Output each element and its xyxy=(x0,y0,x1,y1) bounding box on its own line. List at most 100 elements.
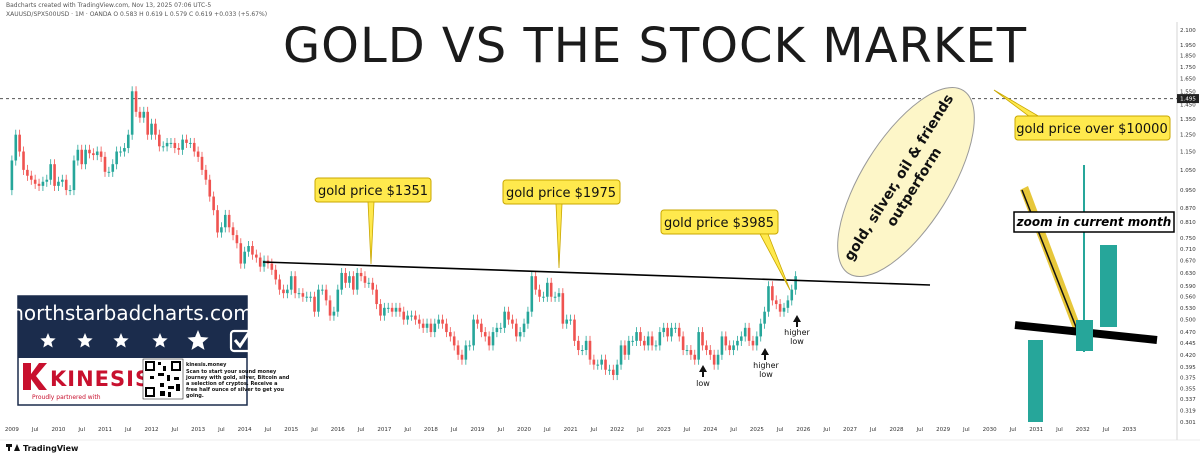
x-tick-label: 2023 xyxy=(657,427,671,433)
candle-up xyxy=(732,345,735,351)
candle-down xyxy=(712,354,716,365)
candle-down xyxy=(18,134,21,152)
candle-up xyxy=(790,289,794,301)
callout-pointer xyxy=(759,233,791,291)
candle-up xyxy=(716,354,720,365)
y-tick-label: 1.250 xyxy=(1180,133,1196,139)
checkbox-icon xyxy=(229,329,253,353)
higher-low-annotation-2: higher low xyxy=(784,315,811,346)
candle-down xyxy=(53,164,56,186)
candle-down xyxy=(22,151,25,170)
x-tick-label: 2030 xyxy=(983,427,997,433)
brand-banner xyxy=(18,296,247,358)
candle-down xyxy=(216,210,219,233)
candle-down xyxy=(708,350,712,355)
candle-down xyxy=(774,300,778,305)
candle-up xyxy=(406,315,409,320)
candle-up xyxy=(495,327,499,333)
candle-up xyxy=(542,296,545,298)
candle-up xyxy=(697,332,700,360)
candle-down xyxy=(611,369,615,375)
x-tick-label: 2010 xyxy=(51,427,65,433)
candle-up xyxy=(247,246,250,252)
callout-gold-1351: gold price $1351 xyxy=(314,177,432,265)
callout-gold-1975: gold price $1975 xyxy=(502,179,621,269)
candle-up xyxy=(45,179,49,182)
candle-up xyxy=(759,323,763,337)
candle-down xyxy=(29,175,33,180)
candle-down xyxy=(235,235,239,244)
candle-up xyxy=(410,315,413,317)
candle-up xyxy=(49,164,52,180)
candle-up xyxy=(243,251,246,264)
x-tick-label: 2012 xyxy=(145,427,159,433)
kinesis-desc-2: journey with gold, silver, Bitcoin and xyxy=(185,375,290,381)
x-tick-label: Jul xyxy=(496,427,504,433)
x-tick-label: Jul xyxy=(124,427,132,433)
candle-down xyxy=(363,276,367,283)
candle-up xyxy=(526,311,530,324)
candle-down xyxy=(666,327,669,337)
x-tick-label: Jul xyxy=(683,427,691,433)
brand-box: northstarbadcharts.com KINESIS Proudly p… xyxy=(11,295,290,406)
tradingview-brand: TradingView xyxy=(23,444,79,453)
candle-down xyxy=(483,332,487,337)
candle-down xyxy=(588,340,592,360)
candle-down xyxy=(728,345,731,351)
candle-up xyxy=(674,327,677,329)
candle-down xyxy=(328,300,332,316)
x-tick-label: 2013 xyxy=(191,427,205,433)
candle-up xyxy=(320,289,324,291)
candle-up xyxy=(165,142,169,147)
zoom-candle-next xyxy=(1100,245,1117,327)
candle-down xyxy=(592,359,596,365)
x-tick-label: Jul xyxy=(31,427,39,433)
candle-down xyxy=(99,151,103,157)
candle-down xyxy=(255,254,258,258)
candle-down xyxy=(313,296,316,312)
candle-up xyxy=(57,181,60,186)
candle-up xyxy=(189,142,192,144)
y-tick-label: 1.450 xyxy=(1180,103,1196,109)
y-tick-label: 0.750 xyxy=(1180,236,1196,242)
zoom-inset: zoom in current month xyxy=(1013,165,1175,422)
x-tick-label: 2028 xyxy=(890,427,904,433)
candle-up xyxy=(72,160,76,191)
qr-code-icon[interactable] xyxy=(142,358,184,400)
y-tick-label: 1.550 xyxy=(1180,89,1196,95)
rating-stars xyxy=(40,330,209,350)
candle-down xyxy=(293,276,297,294)
candle-down xyxy=(278,279,281,290)
x-tick-label: Jul xyxy=(310,427,318,433)
x-tick-label: Jul xyxy=(543,427,551,433)
x-tick-label: Jul xyxy=(1009,427,1017,433)
candle-down xyxy=(561,293,565,324)
candle-up xyxy=(584,340,588,351)
candle-down xyxy=(421,323,425,328)
candle-up xyxy=(464,345,468,360)
candle-down xyxy=(511,319,514,324)
candle-up xyxy=(123,148,126,152)
y-tick-label: 0.420 xyxy=(1180,353,1196,359)
candle-down xyxy=(212,196,215,211)
candle-up xyxy=(546,282,549,297)
candle-down xyxy=(701,332,704,346)
candle-down xyxy=(639,332,642,341)
brand-url[interactable]: northstarbadcharts.com xyxy=(11,301,253,325)
candle-down xyxy=(650,336,654,346)
candle-up xyxy=(61,179,64,182)
candle-down xyxy=(549,282,553,297)
candle-down xyxy=(26,169,29,176)
x-tick-label: 2033 xyxy=(1122,427,1136,433)
candle-down xyxy=(778,304,782,312)
candle-down xyxy=(693,354,697,360)
x-tick-label: Jul xyxy=(450,427,458,433)
candle-up xyxy=(740,336,743,341)
x-tick-label: 2021 xyxy=(564,427,578,433)
callout-label: gold price $3985 xyxy=(664,216,774,231)
y-tick-label: 0.560 xyxy=(1180,295,1196,301)
candle-down xyxy=(390,307,394,312)
x-tick-label: Jul xyxy=(962,427,970,433)
kinesis-desc-1: Scan to start your sound money xyxy=(186,369,277,375)
